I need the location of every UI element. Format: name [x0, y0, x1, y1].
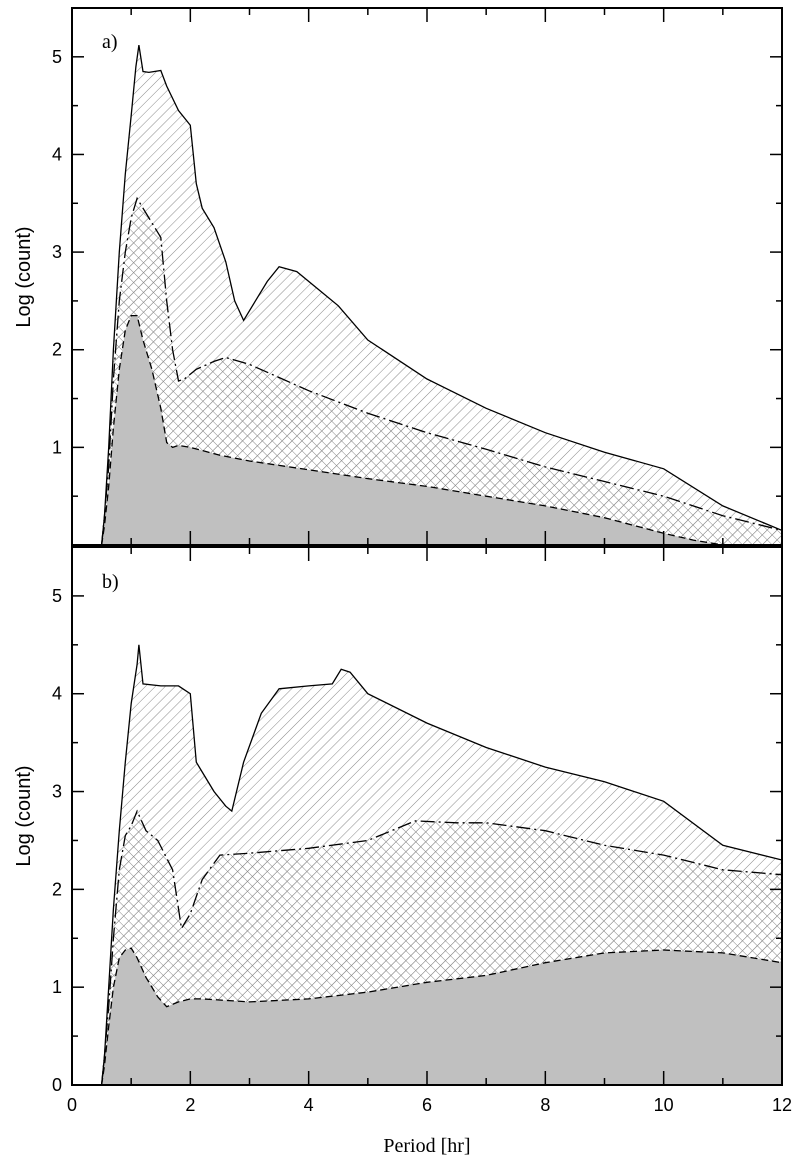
panel-b-y-tick-label: 4 [52, 684, 62, 704]
panel-a-line-dash-dot [100, 196, 782, 545]
panel-b-y-tick-label: 0 [52, 1075, 62, 1095]
x-axis-title: Period [hr] [383, 1135, 470, 1157]
panel-a-label: a) [102, 31, 118, 53]
panel-b-y-axis-title: Log (count) [13, 765, 35, 866]
panel-b-line-solid [100, 644, 782, 1085]
panel-b-x-tick-label: 4 [304, 1095, 314, 1115]
panel-b-x-tick-label: 12 [772, 1095, 792, 1115]
panel-a-area-dashed [101, 315, 723, 545]
panel-b-plot-area [100, 644, 782, 1085]
panel-b-x-tick-label: 6 [422, 1095, 432, 1115]
panel-a-area-dash-dot [101, 198, 782, 545]
panel-b-x-tick-label: 10 [654, 1095, 674, 1115]
panel-a-y-axis-title: Log (count) [13, 226, 35, 327]
panel-b-y-tick-label: 2 [52, 879, 62, 899]
panel-a-axes: 1 2 3 4 5 [52, 7, 783, 546]
panel-a-y-tick-label: 2 [52, 340, 62, 360]
panel-b-y-tick-label: 1 [52, 977, 62, 997]
panel-b-x-tick-label: 8 [540, 1095, 550, 1115]
panel-a-line-solid [100, 45, 782, 545]
panel-b-y-tick-label: 3 [52, 782, 62, 802]
panel-a-y-tick-label: 1 [52, 437, 62, 457]
panel-b-line-dashed [100, 947, 782, 1085]
panel-a-y-tick-label: 4 [52, 144, 62, 164]
panel-b-line-dash-dot [100, 809, 782, 1085]
panel-a-y-tick-label: 3 [52, 242, 62, 262]
panel-a-y-tick-label: 5 [52, 47, 62, 67]
panel-b-area-dashed [101, 948, 782, 1085]
panel-b-y-tick-label: 5 [52, 586, 62, 606]
panel-b-x-tick-label: 0 [67, 1095, 77, 1115]
panel-a: 1 2 3 4 5 a) Log (count) [13, 7, 783, 546]
panel-b-x-tick-label: 2 [185, 1095, 195, 1115]
panel-a-plot-area [100, 45, 782, 545]
panel-a-line-dashed [100, 314, 723, 545]
panel-b-label: b) [102, 571, 119, 593]
